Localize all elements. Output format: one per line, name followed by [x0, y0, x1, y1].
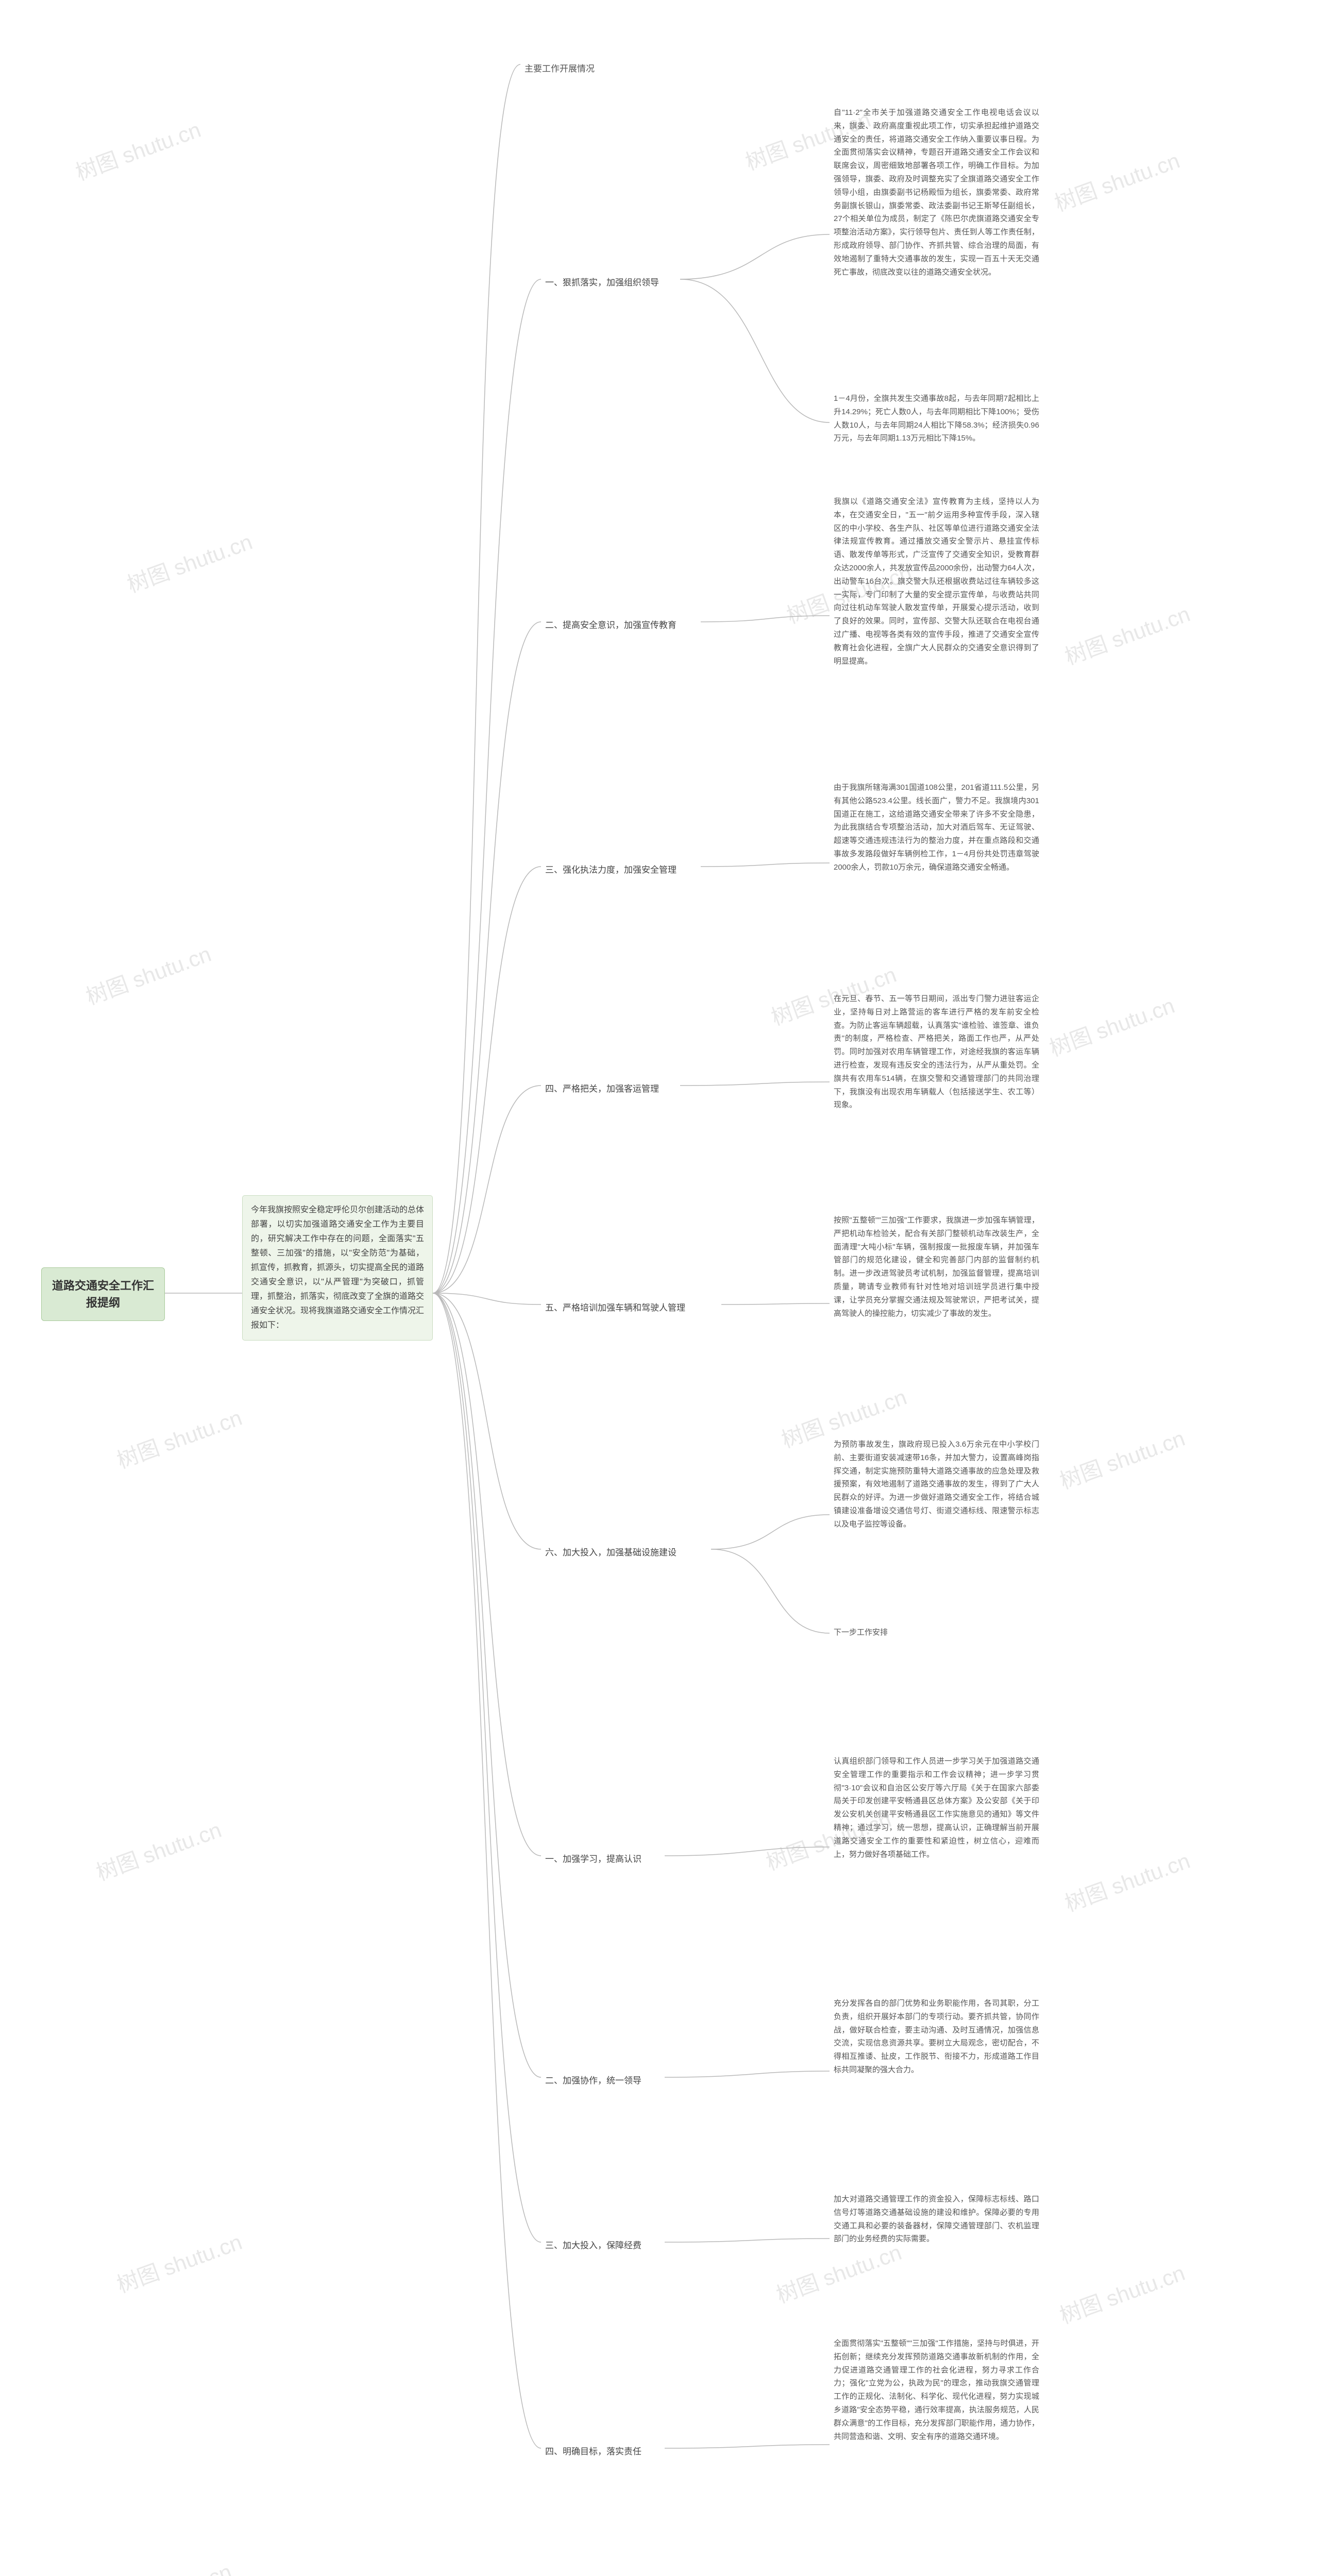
branch-2-3[interactable]: 三、加大投入，保障经费	[541, 2236, 646, 2253]
leaf-1-6-a: 为预防事故发生，旗政府现已投入3.6万余元在中小学校门前、主要街道安装减速带16…	[830, 1435, 1043, 1534]
watermark: 树图 shutu.cn	[1055, 1421, 1189, 1495]
watermark: 树图 shutu.cn	[91, 1812, 225, 1887]
watermark: 树图 shutu.cn	[112, 2225, 246, 2299]
leaf-1-2-a: 我旗以《道路交通安全法》宣传教育为主线，坚持以人为本，在交通安全日，"五一"前夕…	[830, 492, 1043, 671]
branch-1-2-label: 二、提高安全意识，加强宣传教育	[545, 620, 677, 630]
watermark: 树图 shutu.cn	[1060, 1843, 1194, 1918]
branch-2-1-label: 一、加强学习，提高认识	[545, 1854, 641, 1864]
branch-1-4[interactable]: 四、严格把关，加强客运管理	[541, 1079, 663, 1096]
leaf-1-5-a: 按照"五整顿""三加强"工作要求，我旗进一步加强车辆管理，严把机动车检验关，配合…	[830, 1211, 1043, 1323]
mindmap-container: 道路交通安全工作汇报提纲 今年我旗按照安全稳定呼伦贝尔创建活动的总体部署，以切实…	[0, 0, 1319, 52]
leaf-2-1-a: 认真组织部门领导和工作人员进一步学习关于加强道路交通安全管理工作的重要指示和工作…	[830, 1752, 1043, 1864]
branch-2-2-label: 二、加强协作，统一领导	[545, 2076, 641, 2086]
watermark: 树图 shutu.cn	[1060, 597, 1194, 671]
watermark: 树图 shutu.cn	[81, 937, 215, 1011]
leaf-1-6-b: 下一步工作安排	[830, 1623, 1043, 1642]
intro-node[interactable]: 今年我旗按照安全稳定呼伦贝尔创建活动的总体部署，以切实加强道路交通安全工作为主要…	[242, 1195, 433, 1341]
branch-2-4[interactable]: 四、明确目标，落实责任	[541, 2442, 646, 2459]
root-label: 道路交通安全工作汇报提纲	[52, 1279, 154, 1309]
watermark: 树图 shutu.cn	[102, 2554, 235, 2576]
branch-1-5-label: 五、严格培训加强车辆和驾驶人管理	[545, 1303, 685, 1313]
root-node[interactable]: 道路交通安全工作汇报提纲	[41, 1267, 165, 1321]
watermark: 树图 shutu.cn	[1050, 143, 1183, 217]
branch-1-3[interactable]: 三、强化执法力度，加强安全管理	[541, 860, 681, 877]
branch-1-2[interactable]: 二、提高安全意识，加强宣传教育	[541, 616, 681, 633]
branch-2-3-label: 三、加大投入，保障经费	[545, 2241, 641, 2250]
branch-1-1[interactable]: 一、狠抓落实，加强组织领导	[541, 273, 663, 290]
watermark: 树图 shutu.cn	[771, 2565, 905, 2576]
watermark: 树图 shutu.cn	[122, 524, 256, 599]
leaf-1-1-b: 1－4月份，全旗共发生交通事故8起，与去年同期7起相比上升14.29%；死亡人数…	[830, 389, 1043, 448]
connector-lines	[0, 0, 1319, 2576]
watermark: 树图 shutu.cn	[1044, 988, 1178, 1062]
branch-1-5[interactable]: 五、严格培训加强车辆和驾驶人管理	[541, 1298, 689, 1315]
branch-1-6[interactable]: 六、加大投入，加强基础设施建设	[541, 1543, 681, 1560]
leaf-2-4-a: 全面贯彻落实"五整顿""三加强"工作措施，坚持与时俱进，开拓创新；继续充分发挥预…	[830, 2334, 1043, 2446]
branch-1-6-label: 六、加大投入，加强基础设施建设	[545, 1548, 677, 1557]
leaf-1-4-a: 在元旦、春节、五一等节日期间，派出专门警力进驻客运企业，坚持每日对上路营运的客车…	[830, 989, 1043, 1115]
branch-2-1[interactable]: 一、加强学习，提高认识	[541, 1850, 646, 1867]
leaf-1-3-a: 由于我旗所辖海满301国道108公里，201省道111.5公里，另有其他公路52…	[830, 778, 1043, 877]
leaf-1-1-a: 自"11·2"全市关于加强道路交通安全工作电视电话会议以来，旗委、政府高度重视此…	[830, 103, 1043, 282]
branch-1-3-label: 三、强化执法力度，加强安全管理	[545, 865, 677, 875]
branch-2-4-label: 四、明确目标，落实责任	[545, 2447, 641, 2456]
leaf-2-3-a: 加大对道路交通管理工作的资金投入，保障标志标线、路口信号灯等道路交通基础设施的建…	[830, 2190, 1043, 2249]
leaf-2-2-a: 充分发挥各自的部门优势和业务职能作用，各司其职，分工负责，组织开展好本部门的专项…	[830, 1994, 1043, 2080]
branch-2-2[interactable]: 二、加强协作，统一领导	[541, 2071, 646, 2088]
section-header-1[interactable]: 主要工作开展情况	[520, 59, 599, 76]
branch-1-4-label: 四、严格把关，加强客运管理	[545, 1084, 659, 1094]
intro-text: 今年我旗按照安全稳定呼伦贝尔创建活动的总体部署，以切实加强道路交通安全工作为主要…	[251, 1206, 424, 1330]
watermark: 树图 shutu.cn	[1055, 2256, 1189, 2330]
watermark: 树图 shutu.cn	[71, 112, 205, 187]
header1-label: 主要工作开展情况	[525, 64, 595, 74]
watermark: 树图 shutu.cn	[112, 1400, 246, 1475]
branch-1-1-label: 一、狠抓落实，加强组织领导	[545, 278, 659, 287]
